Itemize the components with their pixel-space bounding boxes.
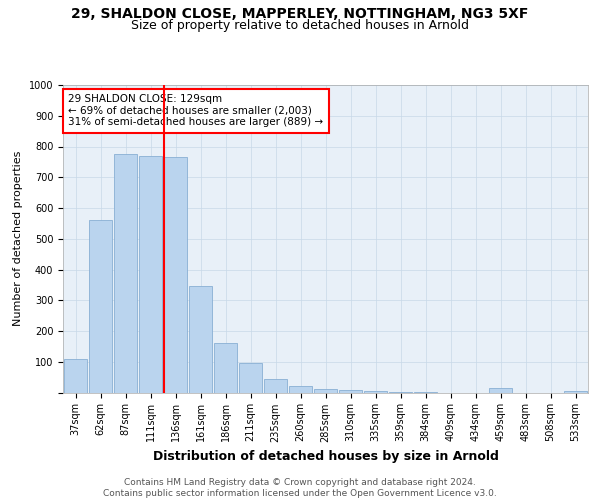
Y-axis label: Number of detached properties: Number of detached properties bbox=[13, 151, 23, 326]
Bar bbox=[289, 386, 313, 392]
Bar bbox=[488, 388, 512, 392]
Text: Size of property relative to detached houses in Arnold: Size of property relative to detached ho… bbox=[131, 19, 469, 32]
Bar bbox=[64, 358, 88, 392]
Bar bbox=[239, 364, 262, 392]
Text: 29, SHALDON CLOSE, MAPPERLEY, NOTTINGHAM, NG3 5XF: 29, SHALDON CLOSE, MAPPERLEY, NOTTINGHAM… bbox=[71, 8, 529, 22]
Text: Contains HM Land Registry data © Crown copyright and database right 2024.
Contai: Contains HM Land Registry data © Crown c… bbox=[103, 478, 497, 498]
Bar bbox=[338, 390, 362, 392]
Bar bbox=[113, 154, 137, 392]
Bar bbox=[263, 378, 287, 392]
Bar bbox=[89, 220, 112, 392]
Bar bbox=[188, 286, 212, 393]
Text: 29 SHALDON CLOSE: 129sqm
← 69% of detached houses are smaller (2,003)
31% of sem: 29 SHALDON CLOSE: 129sqm ← 69% of detach… bbox=[68, 94, 323, 128]
Bar bbox=[563, 391, 587, 392]
Bar bbox=[364, 391, 388, 392]
X-axis label: Distribution of detached houses by size in Arnold: Distribution of detached houses by size … bbox=[152, 450, 499, 463]
Bar bbox=[214, 344, 238, 392]
Bar bbox=[164, 158, 187, 392]
Bar bbox=[139, 156, 163, 392]
Bar bbox=[314, 390, 337, 392]
